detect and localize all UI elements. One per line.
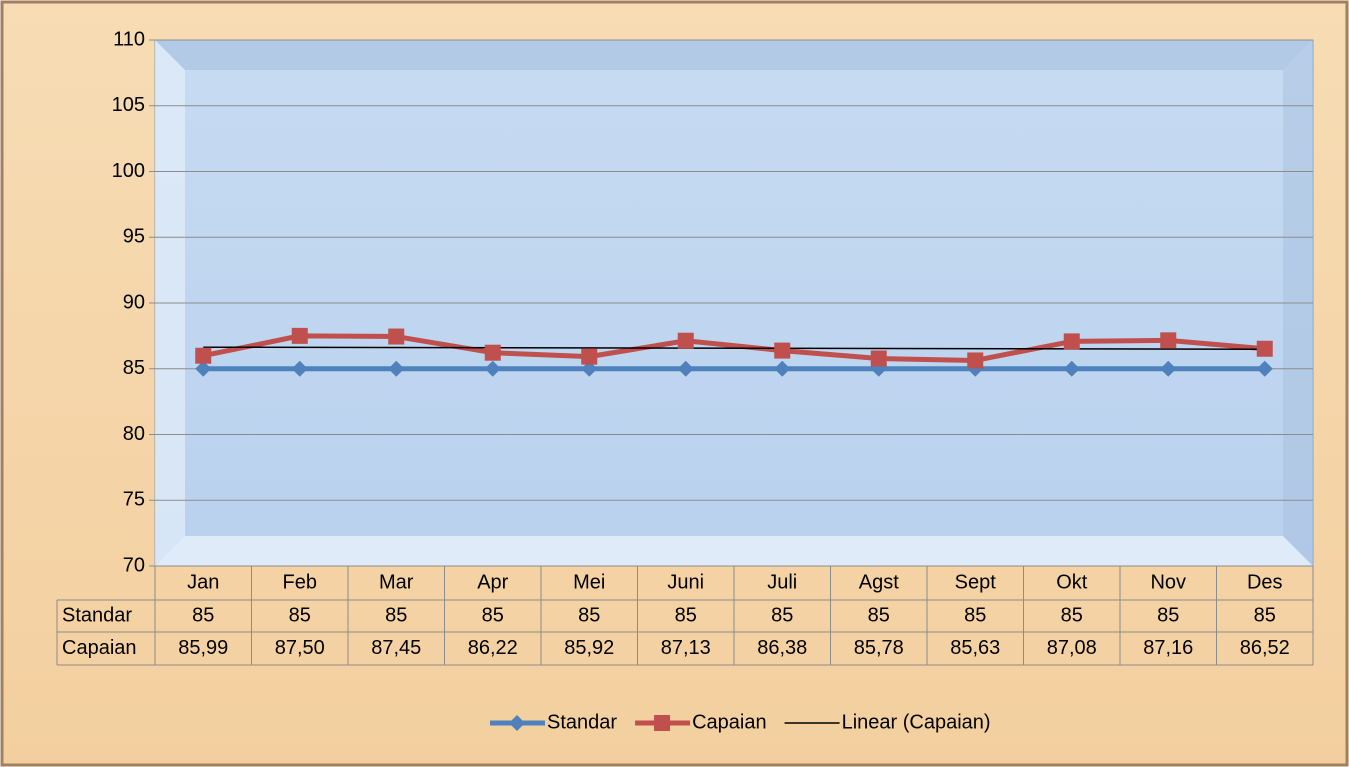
table-cell: 85,99	[178, 637, 228, 659]
x-tick-label: Sept	[955, 571, 997, 593]
table-cell: 87,08	[1047, 637, 1097, 659]
x-tick-label: Mar	[379, 571, 414, 593]
plot-bevel	[155, 536, 1313, 566]
y-tick-label: 80	[123, 423, 145, 445]
marker	[1256, 340, 1273, 357]
marker	[1160, 360, 1177, 377]
marker	[581, 360, 598, 377]
table-cell: 85,78	[854, 637, 904, 659]
marker	[774, 360, 791, 377]
table-cell: 85	[1254, 604, 1276, 626]
legend-label: Capaian	[692, 711, 767, 733]
table-cell: 86,38	[757, 637, 807, 659]
legend-label: Standar	[547, 711, 617, 733]
y-tick-label: 100	[112, 160, 145, 182]
table-cell: 85,63	[950, 637, 1000, 659]
table-cell: 85,92	[564, 637, 614, 659]
table-cell: 87,16	[1143, 637, 1193, 659]
table-cell: 87,50	[275, 637, 325, 659]
marker	[677, 332, 694, 349]
y-tick-label: 90	[123, 291, 145, 313]
x-tick-label: Agst	[859, 571, 899, 593]
table-cell: 85	[385, 604, 407, 626]
marker	[967, 352, 984, 369]
marker	[1160, 332, 1177, 349]
table-cell: 87,45	[371, 637, 421, 659]
x-tick-label: Apr	[477, 571, 508, 593]
y-tick-label: 70	[123, 554, 145, 576]
marker	[195, 347, 212, 364]
x-tick-label: Juni	[667, 571, 704, 593]
legend-label: Linear (Capaian)	[842, 711, 991, 733]
x-tick-label: Mei	[573, 571, 605, 593]
y-tick-label: 110	[113, 28, 145, 50]
x-tick-label: Nov	[1150, 571, 1186, 593]
marker	[388, 328, 405, 345]
table-cell: 86,22	[468, 637, 518, 659]
marker	[870, 350, 887, 367]
trendline	[203, 346, 1265, 350]
y-tick-label: 105	[112, 94, 145, 116]
table-cell: 85	[482, 604, 504, 626]
marker	[581, 348, 598, 365]
series-line	[202, 333, 1265, 363]
marker	[388, 360, 405, 377]
y-tick-label: 75	[123, 489, 145, 511]
table-cell: 85	[1157, 604, 1179, 626]
table-cell: 85	[1061, 604, 1083, 626]
table-cell: 85	[771, 604, 793, 626]
table-cell: 85	[289, 604, 311, 626]
marker	[677, 360, 694, 377]
marker	[195, 360, 212, 377]
table-cell: 85	[868, 604, 890, 626]
marker	[484, 360, 501, 377]
table-row-header: Standar	[62, 604, 132, 626]
legend-swatch	[509, 715, 525, 731]
marker	[1063, 333, 1080, 350]
table-cell: 85	[675, 604, 697, 626]
legend-swatch	[654, 715, 671, 731]
marker	[1063, 360, 1080, 377]
marker	[1256, 360, 1273, 377]
marker	[484, 344, 501, 361]
table-cell: 85	[964, 604, 986, 626]
plot-bevel	[155, 40, 1313, 70]
table-row-header: Capaian	[62, 637, 137, 659]
table-cell: 87,13	[661, 637, 711, 659]
table-cell: 85	[192, 604, 214, 626]
x-tick-label: Okt	[1056, 571, 1088, 593]
marker	[291, 360, 308, 377]
y-tick-label: 95	[123, 226, 145, 248]
x-tick-label: Jan	[187, 571, 219, 593]
y-tick-label: 85	[123, 357, 145, 379]
marker	[774, 342, 791, 359]
x-tick-label: Juli	[767, 571, 797, 593]
table-cell: 86,52	[1240, 637, 1290, 659]
x-tick-label: Feb	[283, 571, 317, 593]
table-cell: 85	[578, 604, 600, 626]
marker	[291, 327, 308, 344]
x-tick-label: Des	[1247, 571, 1283, 593]
